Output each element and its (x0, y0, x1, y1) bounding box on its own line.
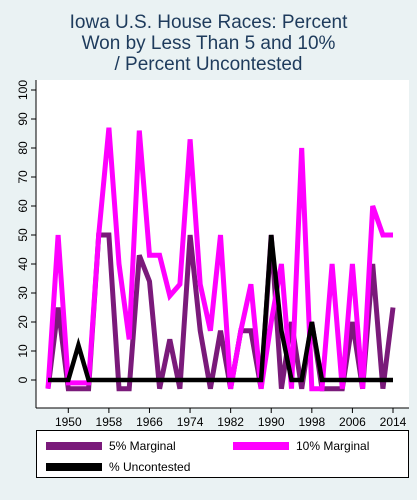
y-axis-ticks: 0 10 20 30 40 50 60 70 80 90 100 (16, 80, 36, 383)
x-tick-label: 1990 (258, 415, 285, 429)
chart-title: Iowa U.S. House Races: Percent Won by Le… (0, 12, 417, 75)
legend-label: 5% Marginal (109, 439, 176, 453)
y-tick-label: 60 (16, 199, 30, 213)
legend-swatch (233, 442, 289, 450)
series-uncontested-line (48, 234, 393, 383)
x-tick-label: 1958 (96, 415, 123, 429)
y-tick-label: 90 (16, 112, 30, 126)
chart-title-line: / Percent Uncontested (114, 54, 303, 75)
chart-title-line: Won by Less Than 5 and 10% (81, 33, 336, 54)
x-tick-label: 2006 (339, 415, 366, 429)
legend-label: % Uncontested (109, 460, 191, 474)
y-tick-label: 70 (16, 170, 30, 184)
y-tick-label: 100 (16, 80, 30, 100)
legend-item-10pct-marginal: 10% Marginal (233, 439, 369, 453)
x-tick-label: 1982 (217, 415, 244, 429)
y-tick-label: 0 (16, 376, 30, 383)
y-tick-label: 50 (16, 228, 30, 242)
x-tick-label: 1950 (55, 415, 82, 429)
series-5pct-marginal-line (45, 232, 396, 392)
legend-item-uncontested: % Uncontested (46, 460, 190, 474)
x-tick-label: 1966 (136, 415, 163, 429)
legend: 5% Marginal 10% Marginal % Uncontested (36, 430, 409, 478)
y-tick-label: 30 (16, 286, 30, 300)
legend-swatch (46, 463, 102, 471)
x-tick-label: 2014 (380, 415, 407, 429)
y-tick-label: 80 (16, 141, 30, 155)
series-lines (45, 127, 396, 392)
chart-title-line: Iowa U.S. House Races: Percent (69, 12, 348, 33)
y-tick-label: 20 (16, 315, 30, 329)
legend-item-5pct-marginal: 5% Marginal (46, 439, 176, 453)
y-tick-label: 40 (16, 257, 30, 271)
series-10pct-marginal-line (45, 127, 393, 392)
legend-label: 10% Marginal (296, 439, 370, 453)
x-tick-label: 1974 (177, 415, 204, 429)
x-tick-label: 1998 (298, 415, 325, 429)
x-axis-ticks: 1950 1958 1966 1974 1982 1990 1998 2006 2014 (55, 408, 407, 429)
legend-swatch (46, 442, 102, 450)
y-tick-label: 10 (16, 344, 30, 358)
